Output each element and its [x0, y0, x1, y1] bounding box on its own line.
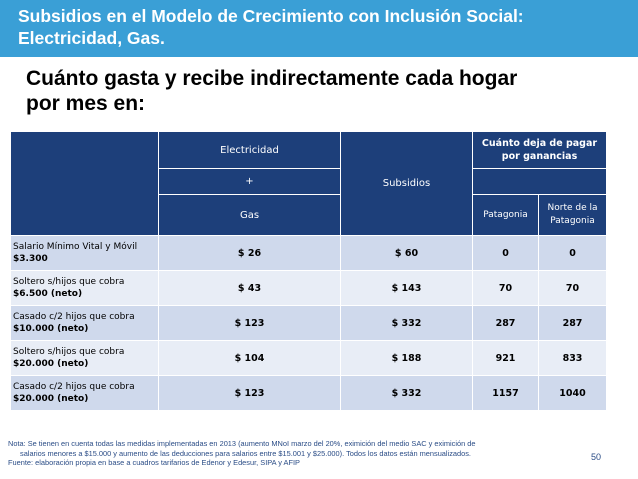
row-label-amount: $20.000 (neto) — [13, 394, 89, 404]
row-label-text: Soltero s/hijos que cobra — [13, 347, 125, 357]
row-label: Soltero s/hijos que cobra $20.000 (neto) — [10, 340, 159, 376]
header-band — [0, 0, 638, 57]
row-label: Casado c/2 hijos que cobra $20.000 (neto… — [10, 375, 159, 411]
header-plus: + — [158, 168, 341, 195]
cell-norte: 833 — [537, 340, 608, 376]
header-norte-patagonia: Norte de la Patagonia — [537, 194, 608, 236]
title-line-1: Subsidios en el Modelo de Crecimiento co… — [18, 6, 524, 26]
cell-gasto: $ 104 — [158, 340, 341, 376]
row-label: Salario Mínimo Vital y Móvil $3.300 — [10, 235, 159, 271]
footnote-line-2: salarios menores a $15.000 y aumento de … — [20, 448, 471, 458]
footnote: Nota: Se tienen en cuenta todas las medi… — [8, 439, 583, 468]
cell-subsidios: $ 188 — [340, 340, 473, 376]
row-label: Soltero s/hijos que cobra $6.500 (neto) — [10, 270, 159, 306]
cell-subsidios: $ 143 — [340, 270, 473, 306]
row-label-text: Casado c/2 hijos que cobra — [13, 382, 135, 392]
table-row: Soltero s/hijos que cobra $20.000 (neto)… — [10, 340, 608, 376]
footnote-source: Fuente: elaboración propia en base a cua… — [8, 458, 300, 467]
row-label-text: Soltero s/hijos que cobra — [13, 277, 125, 287]
cell-patagonia: 287 — [472, 305, 539, 341]
subtitle: Cuánto gasta y recibe indirectamente cad… — [26, 66, 616, 116]
table-row: Soltero s/hijos que cobra $6.500 (neto) … — [10, 270, 608, 306]
cell-gasto: $ 123 — [158, 375, 341, 411]
table-row: Casado c/2 hijos que cobra $20.000 (neto… — [10, 375, 608, 411]
row-label-text: Salario Mínimo Vital y Móvil — [13, 242, 138, 252]
cell-norte: 70 — [537, 270, 608, 306]
row-label-amount: $20.000 (neto) — [13, 359, 89, 369]
cell-patagonia: 1157 — [472, 375, 539, 411]
subsidies-table: Electricidad Subsidios Cuánto deja de pa… — [10, 131, 608, 411]
row-label-amount: $6.500 (neto) — [13, 289, 83, 299]
cell-norte: 1040 — [537, 375, 608, 411]
cell-subsidios: $ 60 — [340, 235, 473, 271]
page-number: 50 — [591, 452, 602, 462]
row-label: Casado c/2 hijos que cobra $10.000 (neto… — [10, 305, 159, 341]
table-row: Casado c/2 hijos que cobra $10.000 (neto… — [10, 305, 608, 341]
cell-patagonia: 0 — [472, 235, 539, 271]
cell-patagonia: 70 — [472, 270, 539, 306]
header-subsidios: Subsidios — [340, 131, 473, 236]
row-label-amount: $3.300 — [13, 254, 48, 264]
subtitle-line-2: por mes en: — [26, 92, 146, 115]
subtitle-line-1: Cuánto gasta y recibe indirectamente cad… — [26, 67, 518, 90]
cell-norte: 287 — [537, 305, 608, 341]
header-empty-cell — [10, 131, 159, 236]
cell-patagonia: 921 — [472, 340, 539, 376]
cell-subsidios: $ 332 — [340, 375, 473, 411]
header-patagonia: Patagonia — [472, 194, 539, 236]
title-line-2: Electricidad, Gas. — [18, 28, 165, 48]
cell-gasto: $ 26 — [158, 235, 341, 271]
header-electricidad: Electricidad — [158, 131, 341, 169]
header-gas: Gas — [158, 194, 341, 236]
page-title: Subsidios en el Modelo de Crecimiento co… — [18, 5, 628, 49]
row-label-text: Casado c/2 hijos que cobra — [13, 312, 135, 322]
cell-norte: 0 — [537, 235, 608, 271]
cell-subsidios: $ 332 — [340, 305, 473, 341]
table-row: Salario Mínimo Vital y Móvil $3.300 $ 26… — [10, 235, 608, 271]
header-ganancias: Cuánto deja de pagar por ganancias — [471, 131, 608, 169]
cell-gasto: $ 123 — [158, 305, 341, 341]
header-ganancias-empty — [471, 168, 608, 195]
cell-gasto: $ 43 — [158, 270, 341, 306]
footnote-line-1: Nota: Se tienen en cuenta todas las medi… — [8, 439, 476, 448]
row-label-amount: $10.000 (neto) — [13, 324, 89, 334]
